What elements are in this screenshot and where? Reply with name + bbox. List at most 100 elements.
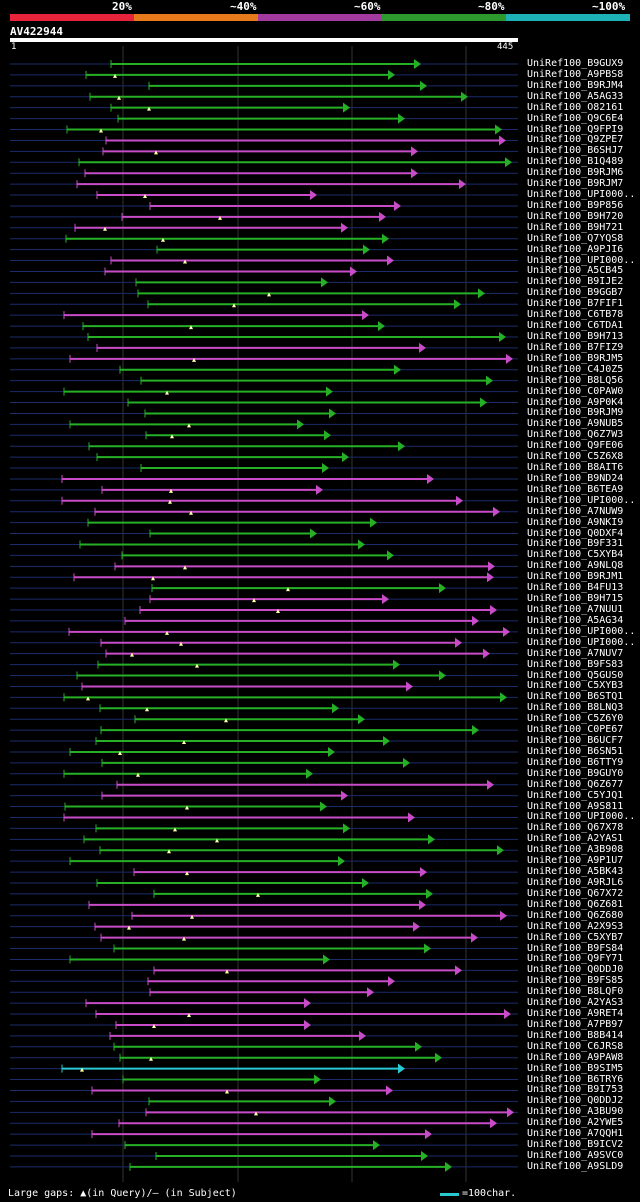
hit-label[interactable]: UniRef100_B9I753 [527,1084,624,1096]
hit-label[interactable]: UniRef100_A7PB97 [527,1018,624,1030]
hit-label[interactable]: UniRef100_B6TRY6 [527,1073,624,1085]
hit-label[interactable]: UniRef100_Q0DXF4 [527,527,624,539]
hit-label[interactable]: UniRef100_A5BK43 [527,866,624,878]
hit-label[interactable]: UniRef100_A9RJL6 [527,877,624,888]
hit-label[interactable]: UniRef100_Q5GUS0 [527,669,624,681]
hit-label[interactable]: UniRef100_B4FU13 [527,582,624,594]
hit-label[interactable]: UniRef100_B6TTY9 [527,756,624,768]
hit-label[interactable]: UniRef100_A9NUB5 [527,418,624,430]
hit-label[interactable]: UniRef100_B9ICV2 [527,1139,624,1151]
hit-label[interactable]: UniRef100_C5YJQ1 [527,789,624,801]
hit-label[interactable]: UniRef100_Q9FY71 [527,953,624,965]
hit-label[interactable]: UniRef100_A5CB45 [527,265,624,277]
hit-label[interactable]: UniRef100_B9FS84 [527,942,624,954]
hit-label[interactable]: UniRef100_B8AIT6 [527,462,624,474]
hit-label[interactable]: UniRef100_A9PAW8 [527,1051,624,1063]
hit-label[interactable]: UniRef100_B9H721 [527,221,624,233]
hit-label[interactable]: UniRef100_B6SN51 [527,745,624,757]
hit-label[interactable]: UniRef100_UPI000.. [527,811,636,823]
hit-label[interactable]: UniRef100_UPI000.. [527,636,636,648]
hit-label[interactable]: UniRef100_C5Z6Y0 [527,713,624,725]
hit-label[interactable]: UniRef100_B9H720 [527,210,624,222]
hit-label[interactable]: UniRef100_B6STQ1 [527,691,624,703]
hit-label[interactable]: UniRef100_Q6Z681 [527,898,624,910]
hit-label[interactable]: UniRef100_B9IJE2 [527,276,624,288]
hit-label[interactable]: UniRef100_B9FS83 [527,658,624,670]
hit-label[interactable]: UniRef100_UPI000.. [527,254,636,266]
hit-label[interactable]: UniRef100_A9SLD9 [527,1160,624,1172]
hit-label[interactable]: UniRef100_UPI000.. [527,494,636,506]
hit-label[interactable]: UniRef100_Q0DDJ2 [527,1095,624,1107]
hit-label[interactable]: UniRef100_A5AG34 [527,614,624,626]
hit-label[interactable]: UniRef100_C5Z6X8 [527,451,624,463]
hit-label[interactable]: UniRef100_B9F331 [527,538,624,550]
hit-label[interactable]: UniRef100_A9PBS8 [527,68,624,80]
hit-label[interactable]: UniRef100_B6UCF7 [527,735,624,747]
hit-label[interactable]: UniRef100_Q9FPI9 [527,123,624,135]
hit-label[interactable]: UniRef100_A7NUW9 [527,505,624,517]
hit-label[interactable]: UniRef100_A7NUV7 [527,647,624,659]
hit-label[interactable]: UniRef100_A9NKI9 [527,516,624,528]
hit-label[interactable]: UniRef100_Q9C6E4 [527,112,624,124]
hit-label[interactable]: UniRef100_A7QQH1 [527,1128,624,1140]
hit-label[interactable]: UniRef100_Q67X72 [527,887,624,899]
hit-label[interactable]: UniRef100_B9H715 [527,593,624,605]
hit-label[interactable]: UniRef100_C4J0Z5 [527,363,624,375]
hit-label[interactable]: UniRef100_A3B908 [527,844,624,856]
hit-label[interactable]: UniRef100_C6TB78 [527,309,624,321]
hit-label[interactable]: UniRef100_A9P1U7 [527,855,624,867]
hit-label[interactable]: UniRef100_UPI000.. [527,625,636,637]
hit-label[interactable]: UniRef100_C5XYB4 [527,549,624,561]
hit-label[interactable]: UniRef100_Q9FE06 [527,440,624,452]
hit-label[interactable]: UniRef100_Q6Z680 [527,909,624,921]
hit-label[interactable]: UniRef100_B9GUX9 [527,58,624,69]
hit-label[interactable]: UniRef100_A2YAS3 [527,997,624,1009]
hit-label[interactable]: UniRef100_B9FS85 [527,975,624,987]
hit-label[interactable]: UniRef100_C5XYB3 [527,680,624,692]
hit-label[interactable]: UniRef100_B9RJM6 [527,167,624,179]
hit-label[interactable]: UniRef100_Q9ZPE7 [527,134,624,146]
hit-label[interactable]: UniRef100_Q7YQS8 [527,232,624,244]
hit-label[interactable]: UniRef100_Q6Z677 [527,778,624,790]
hit-label[interactable]: UniRef100_A2X9S3 [527,920,624,932]
hit-label[interactable]: UniRef100_B8B414 [527,1029,624,1041]
hit-label[interactable]: UniRef100_A9S811 [527,800,624,812]
hit-label[interactable]: UniRef100_B9P856 [527,199,624,211]
hit-label[interactable]: UniRef100_A9RET4 [527,1008,624,1020]
hit-label[interactable]: UniRef100_C5XYB7 [527,931,624,943]
hit-label[interactable]: UniRef100_C0PE67 [527,724,624,736]
hit-label[interactable]: UniRef100_B9RJM5 [527,352,624,364]
hit-label[interactable]: UniRef100_Q0DDJ0 [527,964,624,976]
hit-label[interactable]: UniRef100_A9PJI6 [527,243,624,255]
hit-label[interactable]: UniRef100_B7FIZ9 [527,341,624,353]
hit-label[interactable]: UniRef100_B8LQ56 [527,374,624,386]
hit-label[interactable]: UniRef100_Q67X78 [527,822,624,834]
hit-label[interactable]: UniRef100_B9GUY0 [527,767,624,779]
hit-label[interactable]: UniRef100_B6SHJ7 [527,145,624,157]
hit-label[interactable]: UniRef100_B1Q489 [527,156,624,168]
hit-label[interactable]: UniRef100_A3BU90 [527,1106,624,1118]
hit-label[interactable]: UniRef100_A9P0K4 [527,396,624,408]
hit-label[interactable]: UniRef100_C0PAW0 [527,385,624,397]
hit-label[interactable]: UniRef100_UPI000.. [527,189,636,201]
hit-label[interactable]: UniRef100_B9H713 [527,331,624,342]
hit-label[interactable]: UniRef100_A9NLQ8 [527,560,624,572]
hit-label[interactable]: UniRef100_C6TDA1 [527,320,624,332]
hit-label[interactable]: UniRef100_Q6Z7W3 [527,429,624,441]
hit-label[interactable]: UniRef100_O82161 [527,101,624,113]
hit-label[interactable]: UniRef100_B7FIF1 [527,298,624,310]
hit-label[interactable]: UniRef100_A2YWE5 [527,1117,624,1129]
hit-label[interactable]: UniRef100_B8LQF0 [527,986,624,998]
hit-label[interactable]: UniRef100_B9RJM1 [527,571,624,583]
hit-label[interactable]: UniRef100_C6JRS8 [527,1040,624,1052]
hit-label[interactable]: UniRef100_B8LNQ3 [527,702,624,714]
hit-label[interactable]: UniRef100_B9ND24 [527,472,624,484]
hit-label[interactable]: UniRef100_A7NUU1 [527,604,624,615]
hit-label[interactable]: UniRef100_B9SIM5 [527,1062,624,1074]
hit-label[interactable]: UniRef100_B9RJM9 [527,407,624,419]
hit-label[interactable]: UniRef100_B6TEA9 [527,483,624,495]
hit-label[interactable]: UniRef100_B9GGB7 [527,287,624,299]
hit-label[interactable]: UniRef100_B9RJM7 [527,178,624,190]
hit-label[interactable]: UniRef100_A9SVC0 [527,1150,624,1161]
hit-label[interactable]: UniRef100_A5AG33 [527,90,624,102]
